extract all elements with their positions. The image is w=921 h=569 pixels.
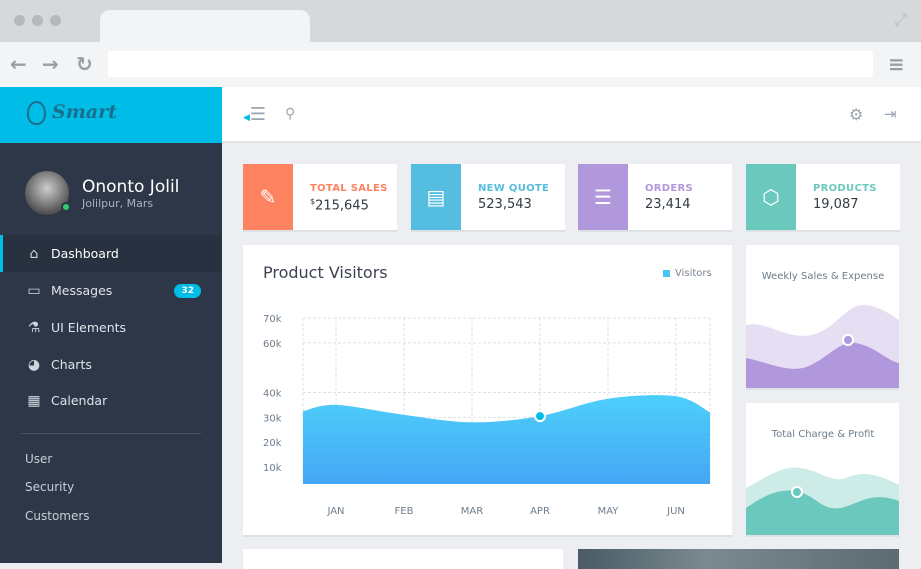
user-name: Ononto Jolil xyxy=(82,177,180,197)
y-tick-label: 70k xyxy=(263,314,282,325)
top-bar xyxy=(222,87,921,143)
y-tick-label: 30k xyxy=(263,413,282,424)
sidebar-item-charts[interactable]: ◕ Charts xyxy=(0,346,222,383)
chart-legend: Visitors xyxy=(663,268,712,279)
sidebar-item-dashboard[interactable]: ⌂ Dashboard xyxy=(0,235,222,272)
profit-highlight-point xyxy=(791,486,803,498)
sales-highlight-point xyxy=(842,334,854,346)
forward-arrow-icon[interactable]: → xyxy=(42,52,59,76)
y-tick-label: 40k xyxy=(263,389,282,400)
gear-icon[interactable]: ⚙ xyxy=(849,105,864,124)
legend-label: Visitors xyxy=(675,268,712,279)
x-tick-label: MAR xyxy=(461,506,483,517)
total-charge-sparkline xyxy=(746,467,899,535)
mini-card-title: Total Charge & Profit xyxy=(771,429,875,440)
stat-value: 23,414 xyxy=(645,197,691,212)
window-close-button[interactable] xyxy=(14,15,25,26)
window-minimize-button[interactable] xyxy=(32,15,43,26)
user-location: Jolilpur, Mars xyxy=(82,197,154,210)
chat-icon: ▭ xyxy=(27,282,41,299)
product-visitors-card xyxy=(243,245,732,535)
sidebar-item-label: Dashboard xyxy=(51,246,119,261)
sales-area xyxy=(746,342,899,388)
highlight-data-point xyxy=(534,410,546,423)
y-tick-label: 10k xyxy=(263,463,282,474)
cube-icon: ⬡ xyxy=(746,164,796,230)
app-logo: Smart xyxy=(52,101,117,123)
sidebar-toggle-icon[interactable]: ◀☰ xyxy=(243,104,267,125)
calendar-icon: ▦ xyxy=(27,392,41,409)
weekly-sales-sparkline xyxy=(746,304,899,388)
sidebar-item-label: Messages xyxy=(51,283,113,298)
sidebar-item-label: Charts xyxy=(51,357,92,372)
y-tick-label: 20k xyxy=(263,438,282,449)
sidebar-item-label: Calendar xyxy=(51,393,108,408)
stat-label: ORDERS xyxy=(645,183,694,194)
stat-label: NEW QUOTE xyxy=(478,183,550,194)
stat-label: PRODUCTS xyxy=(813,183,877,194)
stat-value: 19,087 xyxy=(813,197,859,212)
stat-card-total-sales[interactable]: ✎ TOTAL SALES $215,645 xyxy=(243,164,397,230)
sidebar-item-messages[interactable]: ▭ Messages 32 xyxy=(0,272,222,309)
home-icon: ⌂ xyxy=(29,245,39,262)
browser-tab[interactable] xyxy=(100,10,310,43)
x-tick-label: APR xyxy=(530,506,550,517)
stat-label: TOTAL SALES xyxy=(310,183,388,194)
weekly-sales-card: Weekly Sales & Expense xyxy=(746,245,899,388)
address-bar[interactable] xyxy=(108,51,873,77)
x-tick-label: MAY xyxy=(598,506,620,517)
logo-icon xyxy=(27,101,46,125)
stat-value-number: 215,645 xyxy=(315,198,369,214)
legend-swatch xyxy=(663,270,670,277)
sidebar-link-security[interactable]: Security xyxy=(25,480,75,494)
x-tick-label: FEB xyxy=(395,506,414,517)
stat-value: $215,645 xyxy=(310,197,369,213)
reload-icon[interactable]: ↻ xyxy=(76,52,93,76)
mini-card-title: Weekly Sales & Expense xyxy=(761,271,885,282)
expand-icon[interactable]: ⤢ xyxy=(894,10,907,29)
bottom-card xyxy=(243,549,563,569)
y-tick-label: 60k xyxy=(263,339,282,350)
total-charge-card: Total Charge & Profit xyxy=(746,403,899,535)
browser-menu-icon[interactable]: ≡ xyxy=(888,52,905,76)
sidebar-link-customers[interactable]: Customers xyxy=(25,509,90,523)
messages-count-badge: 32 xyxy=(174,283,201,298)
x-tick-label: JUN xyxy=(666,506,685,517)
stat-card-orders[interactable]: ☰ ORDERS 23,414 xyxy=(578,164,732,230)
back-arrow-icon[interactable]: ← xyxy=(10,52,27,76)
logout-icon[interactable]: ⇥ xyxy=(884,105,897,123)
online-status-indicator xyxy=(61,202,71,212)
window-maximize-button[interactable] xyxy=(50,15,61,26)
sidebar-divider xyxy=(21,433,201,434)
database-icon: ☰ xyxy=(578,164,628,230)
profit-area xyxy=(746,490,899,535)
photo-card xyxy=(578,549,899,569)
sidebar-item-ui-elements[interactable]: ⚗ UI Elements xyxy=(0,309,222,346)
sidebar-item-label: UI Elements xyxy=(51,320,127,335)
stat-card-new-quote[interactable]: ▤ NEW QUOTE 523,543 xyxy=(411,164,565,230)
visitors-area xyxy=(303,395,710,484)
stat-value: 523,543 xyxy=(478,197,532,212)
pie-chart-icon: ◕ xyxy=(27,356,41,373)
stat-card-products[interactable]: ⬡ PRODUCTS 19,087 xyxy=(746,164,900,230)
money-icon: ✎ xyxy=(243,164,293,230)
document-icon: ▤ xyxy=(411,164,461,230)
sidebar-item-calendar[interactable]: ▦ Calendar xyxy=(0,382,222,419)
chart-title: Product Visitors xyxy=(263,263,388,282)
flask-icon: ⚗ xyxy=(27,319,41,336)
x-tick-label: JAN xyxy=(326,506,344,517)
search-icon[interactable]: ⚲ xyxy=(285,106,296,122)
sidebar-link-user[interactable]: User xyxy=(25,452,53,466)
currency-symbol: $ xyxy=(310,197,316,206)
